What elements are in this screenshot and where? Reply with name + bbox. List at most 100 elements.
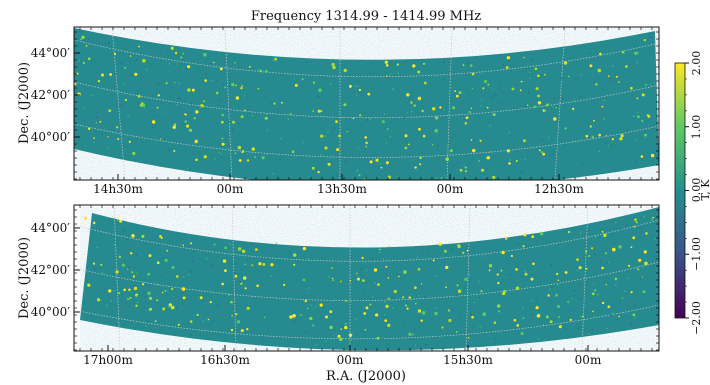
panel-bottom-pixel (641, 231, 643, 233)
panel-top-pixel (187, 168, 189, 170)
panel-bottom-source (182, 296, 186, 300)
panel-bottom-source (456, 284, 459, 287)
panel-top-pixel (528, 71, 531, 73)
panel-bottom-source (567, 300, 569, 303)
panel-bottom-source (199, 296, 203, 300)
panel-top-source (465, 166, 467, 169)
panel-bottom-pixel (434, 307, 437, 309)
panel-bottom-source (420, 319, 423, 322)
panel-bottom-source (635, 221, 638, 224)
panel-top-pixel (385, 142, 388, 144)
panel-bottom-source (141, 234, 145, 238)
panel-bottom-pixel (500, 282, 502, 284)
panel-top-source (527, 104, 529, 106)
panel-bottom-source (633, 226, 636, 228)
panel-bottom-source (189, 320, 193, 323)
panel-top-source (327, 162, 331, 166)
panel-bottom-pixel (580, 232, 582, 234)
panel-top-pixel (264, 95, 267, 97)
panel-bottom-pixel (458, 313, 460, 315)
panel-top-source (195, 110, 199, 114)
panel-top-source (385, 161, 389, 165)
panel-top-source (324, 146, 328, 150)
panel-top-source (193, 117, 196, 120)
panel-top-source (172, 125, 176, 129)
panel-bottom-pixel (639, 227, 641, 229)
panel-top-pixel (320, 154, 322, 156)
panel-bottom-pixel (161, 274, 163, 276)
panel-top-source (492, 175, 496, 179)
panel-top-source (459, 168, 463, 172)
panel-bottom-pixel (404, 324, 406, 327)
panel-bottom-source (513, 318, 517, 322)
panel-bottom-source (365, 306, 369, 310)
panel-bottom-source (364, 328, 367, 331)
panel-bottom-source (133, 286, 138, 291)
panel-top-gridlines (74, 27, 659, 180)
panel-bottom-pixel (192, 260, 194, 262)
panel-bottom-source (643, 250, 647, 254)
panel-bottom-pixel (593, 283, 595, 285)
panel-bottom-source (497, 281, 500, 285)
panel-bottom-source (108, 289, 112, 293)
panel-bottom-pixel (305, 330, 307, 333)
panel-top-pixel (621, 151, 623, 153)
colorbar-tick-label-2: 0.00 (690, 178, 703, 203)
panel-top-source (99, 120, 102, 123)
panel-top-source (392, 88, 395, 90)
panel-top-source (139, 103, 144, 107)
panel-bottom-source (585, 250, 588, 253)
panel-bottom-pixel (643, 275, 645, 278)
panel-top-pixel (489, 151, 492, 153)
panel-bottom-source (448, 318, 452, 323)
panel-bottom-source (387, 323, 391, 327)
panel-bottom-source (116, 218, 119, 221)
panel-bottom-pixel (524, 270, 526, 273)
panel-bottom-source (275, 242, 278, 245)
panel-bottom-source (340, 328, 343, 330)
panel-top-source (188, 128, 193, 132)
panel-bottom-source (520, 332, 524, 335)
panel-bottom-pixel (473, 301, 475, 304)
panel-bottom-source (645, 232, 648, 235)
panel-bottom-source (500, 269, 503, 272)
panel-bottom-pixel (633, 217, 635, 219)
panel-bottom-source (171, 266, 175, 269)
panel-top-source (643, 38, 646, 42)
panel-bottom-pixel (122, 230, 124, 233)
panel-top-pixel (327, 97, 329, 99)
panel-bottom-pixel (634, 304, 636, 307)
panel-bottom-pixel (639, 278, 641, 280)
panel-top-pixel (188, 167, 190, 170)
panel-bottom-pixel (126, 238, 128, 240)
panel-top-source (273, 102, 276, 105)
panel-bottom-source (630, 246, 633, 249)
panel-top-pixel (178, 82, 180, 84)
panel-top-source (515, 159, 518, 163)
panel-top-source (219, 67, 223, 71)
panel-bottom-source (522, 245, 525, 248)
panel-top-source (203, 100, 206, 103)
panel-bottom-pixel (229, 243, 231, 245)
panel-top-pixel (580, 74, 582, 76)
panel-top-pixel (499, 87, 501, 89)
panel-top-source (619, 137, 623, 141)
panel-bottom-source (319, 303, 323, 307)
panel-bottom-source (331, 267, 334, 269)
panel-bottom-pixel (468, 251, 470, 253)
panel-top-source (335, 120, 338, 123)
panel-bottom-source (131, 234, 135, 238)
panel-bottom-source (304, 299, 307, 303)
panel-top-pixel (443, 78, 445, 80)
panel-top-pixel (529, 77, 531, 79)
panel-top-pixel (357, 85, 359, 88)
panel-bottom-pixel (627, 270, 629, 272)
panel-bottom-source (196, 313, 199, 317)
panel-bottom-pixel (572, 310, 574, 312)
panel-bottom-pixel (308, 287, 310, 289)
panel-bottom-pixel (128, 266, 130, 269)
panel-top-source (109, 73, 112, 76)
panel-bottom-source (387, 277, 390, 279)
panel-top-pixel (96, 116, 98, 118)
panel-top-pixel (552, 106, 554, 108)
